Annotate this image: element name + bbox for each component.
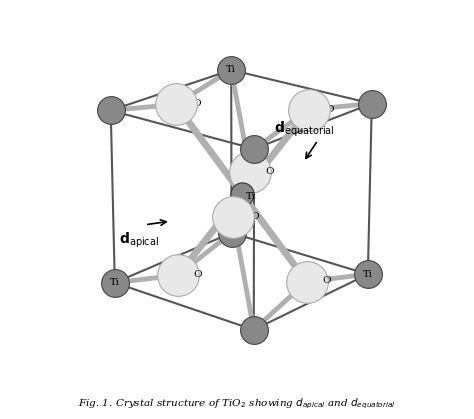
Text: $\mathbf{d}_{\rm apical}$: $\mathbf{d}_{\rm apical}$ <box>119 230 159 250</box>
Text: $\mathbf{d}_{\rm equatorial}$: $\mathbf{d}_{\rm equatorial}$ <box>274 120 334 139</box>
Text: Fig. 1. Crystal structure of TiO$_2$ showing $d_{apical}$ and $d_{equatorial}$: Fig. 1. Crystal structure of TiO$_2$ sho… <box>78 396 396 411</box>
